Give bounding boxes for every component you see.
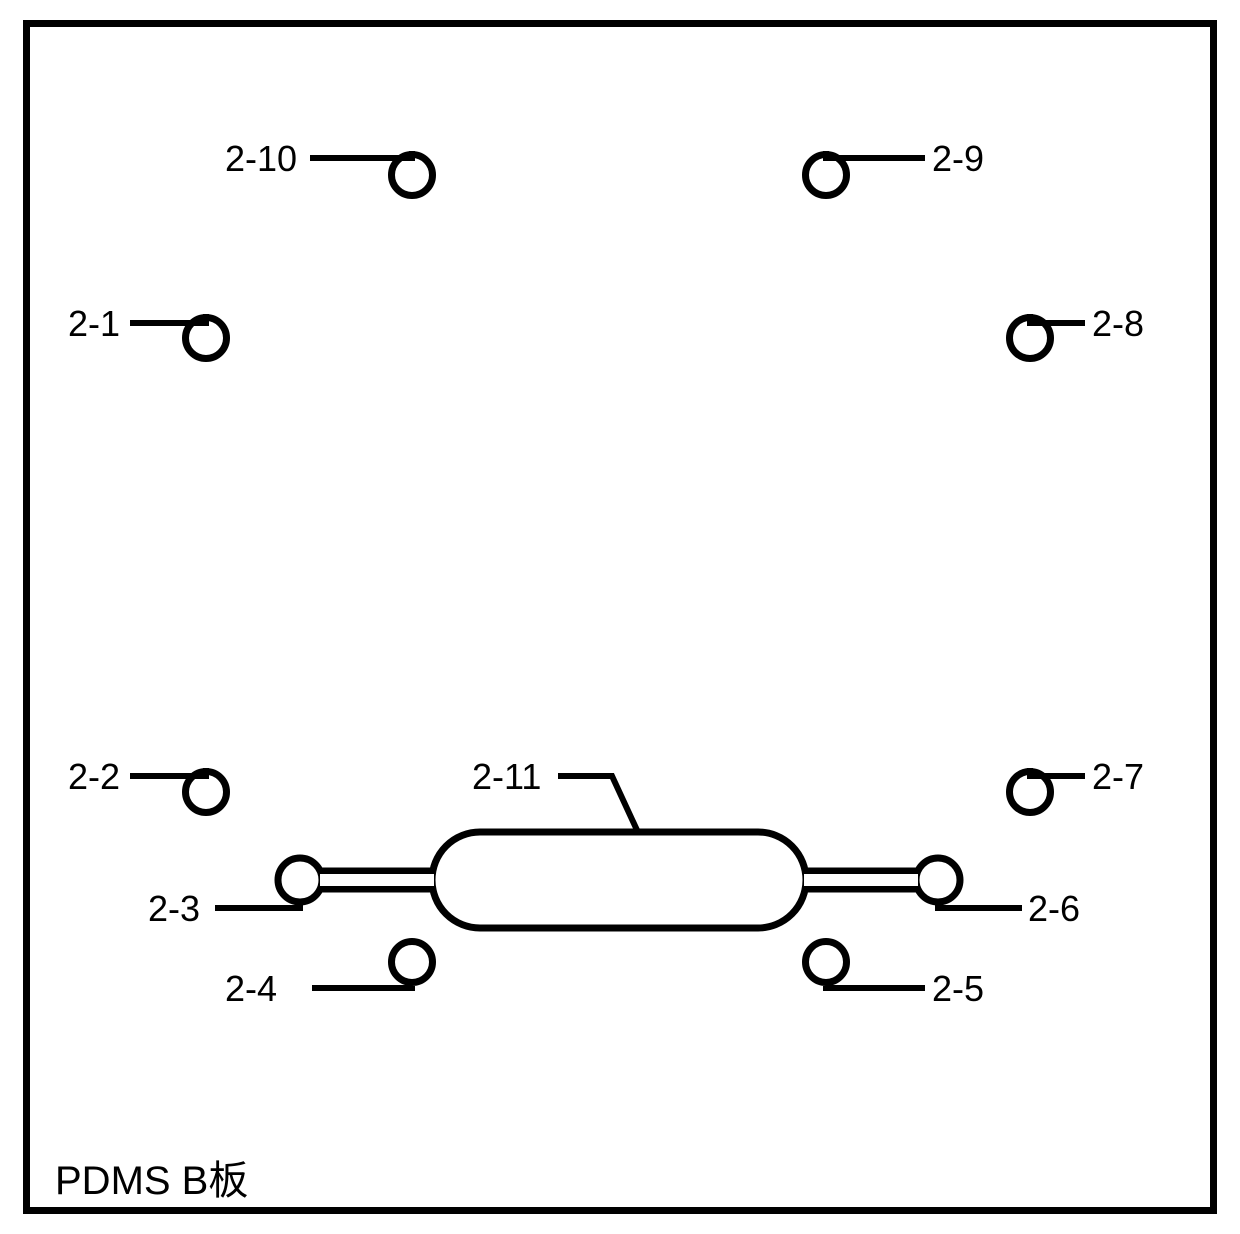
leader-2-8 [1030, 314, 1085, 323]
chamber-right-port [916, 858, 960, 902]
leader-2-9 [826, 151, 925, 158]
leader-2-3 [215, 902, 300, 908]
leader-2-2 [130, 768, 206, 776]
leader-2-4 [312, 986, 412, 988]
leader-2-1 [130, 314, 206, 323]
chamber-group [278, 832, 960, 928]
diagram-overlay [0, 0, 1240, 1234]
leader-2-7 [1030, 768, 1085, 776]
chamber-left-port [278, 858, 322, 902]
leader-2-10 [312, 151, 412, 158]
leader-2-6 [938, 902, 1022, 908]
leader-2-5 [826, 986, 925, 988]
chamber-body [432, 832, 806, 928]
